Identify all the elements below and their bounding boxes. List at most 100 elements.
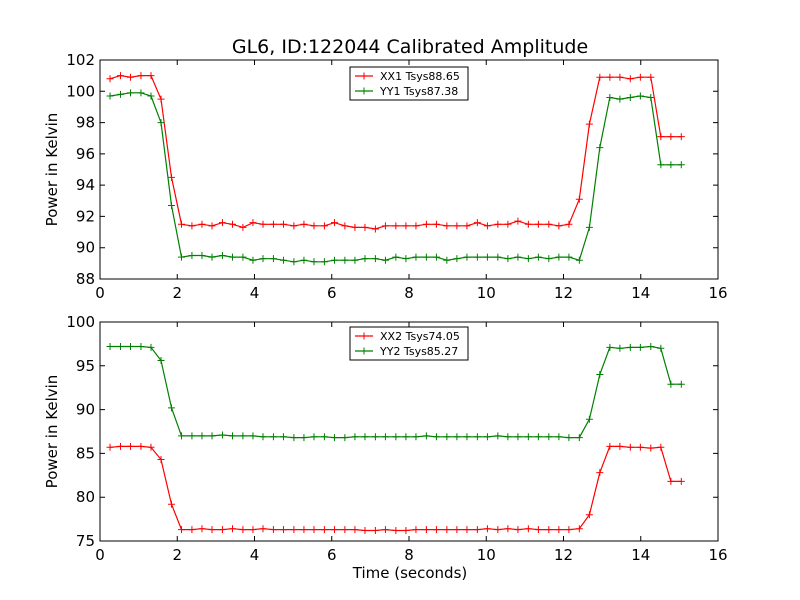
data-point-2-1-7 <box>167 500 175 508</box>
legend-label: YY2 Tsys85.27 <box>379 345 458 358</box>
data-point-2-2-3 <box>127 343 135 351</box>
data-point-1-1-5 <box>147 72 155 80</box>
data-point-1-1-31 <box>412 222 420 230</box>
data-point-2-2-2 <box>116 343 124 351</box>
x-tick-label: 10 <box>477 284 496 302</box>
data-point-1-2-9 <box>188 252 196 260</box>
data-point-1-1-24 <box>341 222 349 230</box>
x-tick-label: 4 <box>250 284 260 302</box>
data-point-2-2-23 <box>330 434 338 442</box>
data-point-1-2-7 <box>167 201 175 209</box>
data-point-2-1-51 <box>616 442 624 450</box>
data-point-2-1-50 <box>606 442 614 450</box>
data-point-2-2-20 <box>300 434 308 442</box>
x-tick-label: 2 <box>172 284 182 302</box>
data-point-2-1-37 <box>473 526 481 534</box>
x-tick-label: 0 <box>95 546 105 564</box>
data-point-1-2-27 <box>371 255 379 263</box>
y-axis-label: Power in Kelvin <box>43 113 61 227</box>
y-tick-label: 94 <box>76 176 95 194</box>
data-point-2-2-27 <box>371 433 379 441</box>
data-point-2-2-37 <box>473 433 481 441</box>
data-point-2-2-39 <box>494 432 502 440</box>
data-point-1-2-48 <box>585 223 593 231</box>
data-point-2-1-46 <box>565 526 573 534</box>
data-point-1-1-36 <box>463 222 471 230</box>
data-point-1-2-23 <box>330 256 338 264</box>
data-point-2-2-46 <box>565 434 573 442</box>
data-point-1-2-45 <box>555 253 563 261</box>
data-point-1-2-18 <box>279 256 287 264</box>
data-point-2-2-13 <box>228 432 236 440</box>
data-point-2-2-32 <box>422 432 430 440</box>
data-point-1-2-34 <box>443 256 451 264</box>
data-point-2-2-17 <box>269 433 277 441</box>
data-point-2-1-19 <box>290 526 298 534</box>
data-point-2-1-14 <box>239 526 247 534</box>
data-point-1-1-30 <box>402 222 410 230</box>
data-point-1-2-53 <box>636 92 644 100</box>
data-point-1-2-42 <box>524 255 532 263</box>
data-point-1-1-56 <box>667 133 675 141</box>
data-point-2-1-41 <box>514 526 522 534</box>
data-point-2-2-26 <box>361 433 369 441</box>
y-tick-label: 75 <box>76 532 95 550</box>
data-point-1-2-41 <box>514 253 522 261</box>
y-tick-label: 98 <box>76 114 95 132</box>
data-point-2-2-1 <box>106 343 114 351</box>
data-point-2-2-12 <box>218 431 226 439</box>
data-point-2-1-36 <box>463 526 471 534</box>
data-point-2-2-54 <box>647 343 655 351</box>
data-point-1-1-32 <box>422 220 430 228</box>
legend-label: YY1 Tsys87.38 <box>379 85 458 98</box>
data-point-2-2-21 <box>310 433 318 441</box>
legend: XX1 Tsys88.65 YY1 Tsys87.38 <box>349 66 469 101</box>
data-point-2-2-35 <box>453 433 461 441</box>
data-point-1-1-19 <box>290 222 298 230</box>
data-point-2-1-31 <box>412 526 420 534</box>
x-tick-label: 16 <box>708 546 727 564</box>
data-point-2-1-10 <box>198 525 206 533</box>
data-point-2-1-9 <box>188 526 196 534</box>
data-point-1-1-29 <box>392 222 400 230</box>
data-point-2-1-57 <box>677 477 685 485</box>
legend: XX2 Tsys74.05 YY2 Tsys85.27 <box>349 326 469 361</box>
data-point-2-2-14 <box>239 432 247 440</box>
data-point-1-1-52 <box>626 75 634 83</box>
data-point-1-1-39 <box>494 220 502 228</box>
y-tick-label: 92 <box>76 207 95 225</box>
data-point-2-2-16 <box>259 433 267 441</box>
data-point-2-2-51 <box>616 344 624 352</box>
data-point-1-1-16 <box>259 220 267 228</box>
data-point-1-2-35 <box>453 255 461 263</box>
data-point-1-2-24 <box>341 256 349 264</box>
y-tick-label: 90 <box>76 239 95 257</box>
data-point-1-2-15 <box>249 256 257 264</box>
data-point-2-1-2 <box>116 442 124 450</box>
figure-title: GL6, ID:122044 Calibrated Amplitude <box>232 36 588 58</box>
data-point-1-1-49 <box>596 73 604 81</box>
data-point-1-2-12 <box>218 252 226 260</box>
data-point-2-2-52 <box>626 343 634 351</box>
data-point-2-1-35 <box>453 526 461 534</box>
data-point-1-2-30 <box>402 255 410 263</box>
data-point-1-2-50 <box>606 94 614 102</box>
data-point-1-1-17 <box>269 220 277 228</box>
y-tick-label: 100 <box>66 82 95 100</box>
data-point-2-1-25 <box>351 526 359 534</box>
data-point-1-2-37 <box>473 253 481 261</box>
data-point-1-2-49 <box>596 144 604 152</box>
data-point-1-2-1 <box>106 92 114 100</box>
data-point-2-1-28 <box>381 526 389 534</box>
data-point-2-2-42 <box>524 433 532 441</box>
x-tick-label: 6 <box>327 546 337 564</box>
data-point-2-1-13 <box>228 525 236 533</box>
top-plot-panel: 0 2 4 6 8 10 12 14 16 88 90 92 94 96 98 100 102 Power in … <box>43 51 728 302</box>
data-point-1-1-12 <box>218 219 226 227</box>
data-point-1-1-55 <box>657 133 665 141</box>
data-point-2-2-7 <box>167 404 175 412</box>
data-point-1-2-56 <box>667 161 675 169</box>
data-point-2-2-34 <box>443 433 451 441</box>
y-tick-label: 90 <box>76 401 95 419</box>
data-point-1-1-26 <box>361 223 369 231</box>
